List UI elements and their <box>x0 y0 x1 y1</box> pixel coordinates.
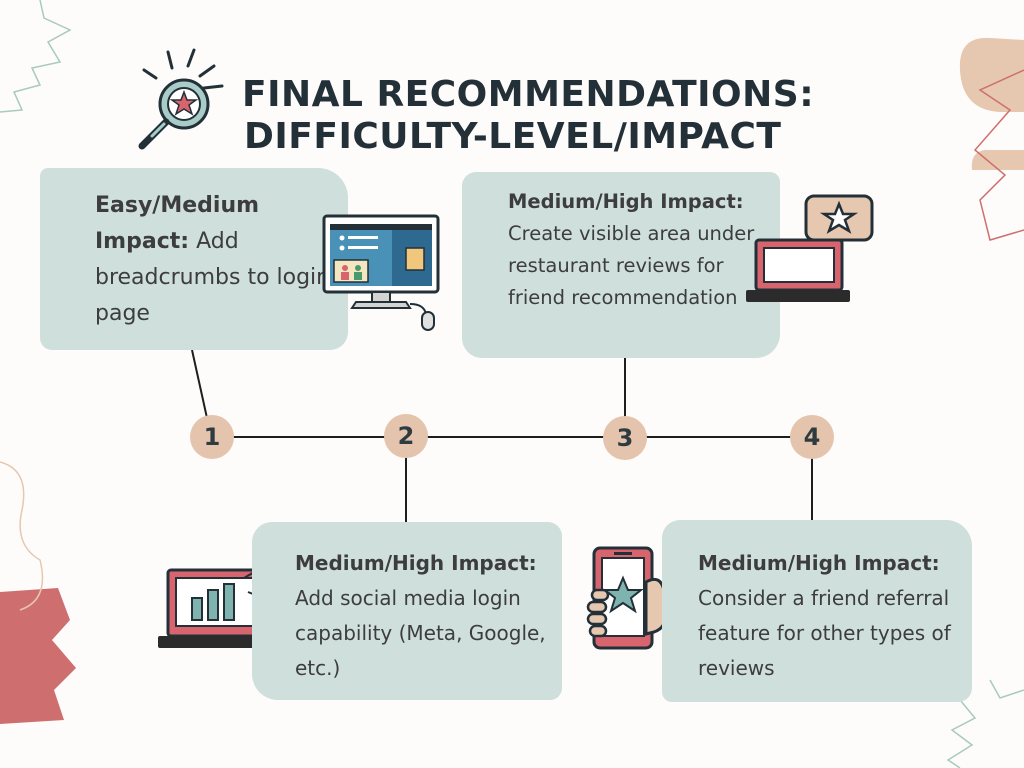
timeline <box>191 349 813 526</box>
timeline-node-1: 1 <box>190 415 234 459</box>
tan-curve-left <box>0 461 44 611</box>
tan-blob-top-right-2 <box>971 150 1024 170</box>
desktop-computer-icon <box>322 214 440 331</box>
recommendation-card-2: Medium/High Impact: Add social media logi… <box>252 522 562 700</box>
title-line-1: FINAL RECOMMENDATIONS: <box>242 74 815 115</box>
timeline-node-4: 4 <box>790 415 834 459</box>
card-3-body: Create visible area under restaurant rev… <box>508 222 755 309</box>
recommendation-card-1: Easy/Medium Impact: Add breadcrumbs to l… <box>40 168 348 350</box>
tan-blob-top-right <box>959 37 1024 113</box>
red-blob-bottom-left <box>0 588 76 724</box>
zigzag-line-bottom-right <box>946 679 1024 768</box>
timeline-node-3: 3 <box>603 416 647 460</box>
zigzag-line-top-left <box>0 0 72 113</box>
card-3-heading: Medium/High Impact: <box>508 190 744 213</box>
timeline-node-2: 2 <box>384 414 428 458</box>
page-title: FINAL RECOMMENDATIONS: DIFFICULTY-LEVEL/… <box>242 74 815 158</box>
red-zigzag-right <box>973 69 1024 241</box>
card-1-heading: Easy/Medium Impact: <box>95 193 260 254</box>
card-1-body: Add breadcrumbs to login page <box>95 229 331 326</box>
recommendation-card-3: Medium/High Impact: Create visible area u… <box>462 172 780 358</box>
magnifier-star-icon <box>138 48 224 150</box>
card-2-body: Add social media login capability (Meta,… <box>295 586 546 680</box>
title-line-2: DIFFICULTY-LEVEL/IMPACT <box>244 116 782 157</box>
card-4-heading: Medium/High Impact: <box>698 551 940 575</box>
laptop-star-review-icon <box>746 194 874 302</box>
recommendation-card-4: Medium/High Impact: Consider a friend ref… <box>662 520 972 702</box>
card-2-heading: Medium/High Impact: <box>295 551 537 575</box>
card-4-body: Consider a friend referral feature for o… <box>698 586 951 680</box>
